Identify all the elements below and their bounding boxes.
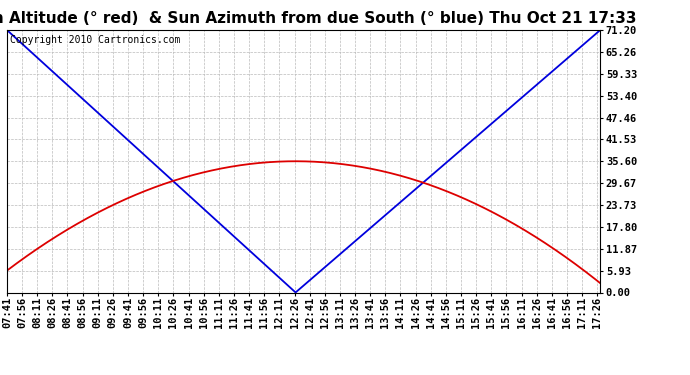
Text: Sun Altitude (° red)  & Sun Azimuth from due South (° blue) Thu Oct 21 17:33: Sun Altitude (° red) & Sun Azimuth from … xyxy=(0,11,636,26)
Text: Copyright 2010 Cartronics.com: Copyright 2010 Cartronics.com xyxy=(10,35,180,45)
